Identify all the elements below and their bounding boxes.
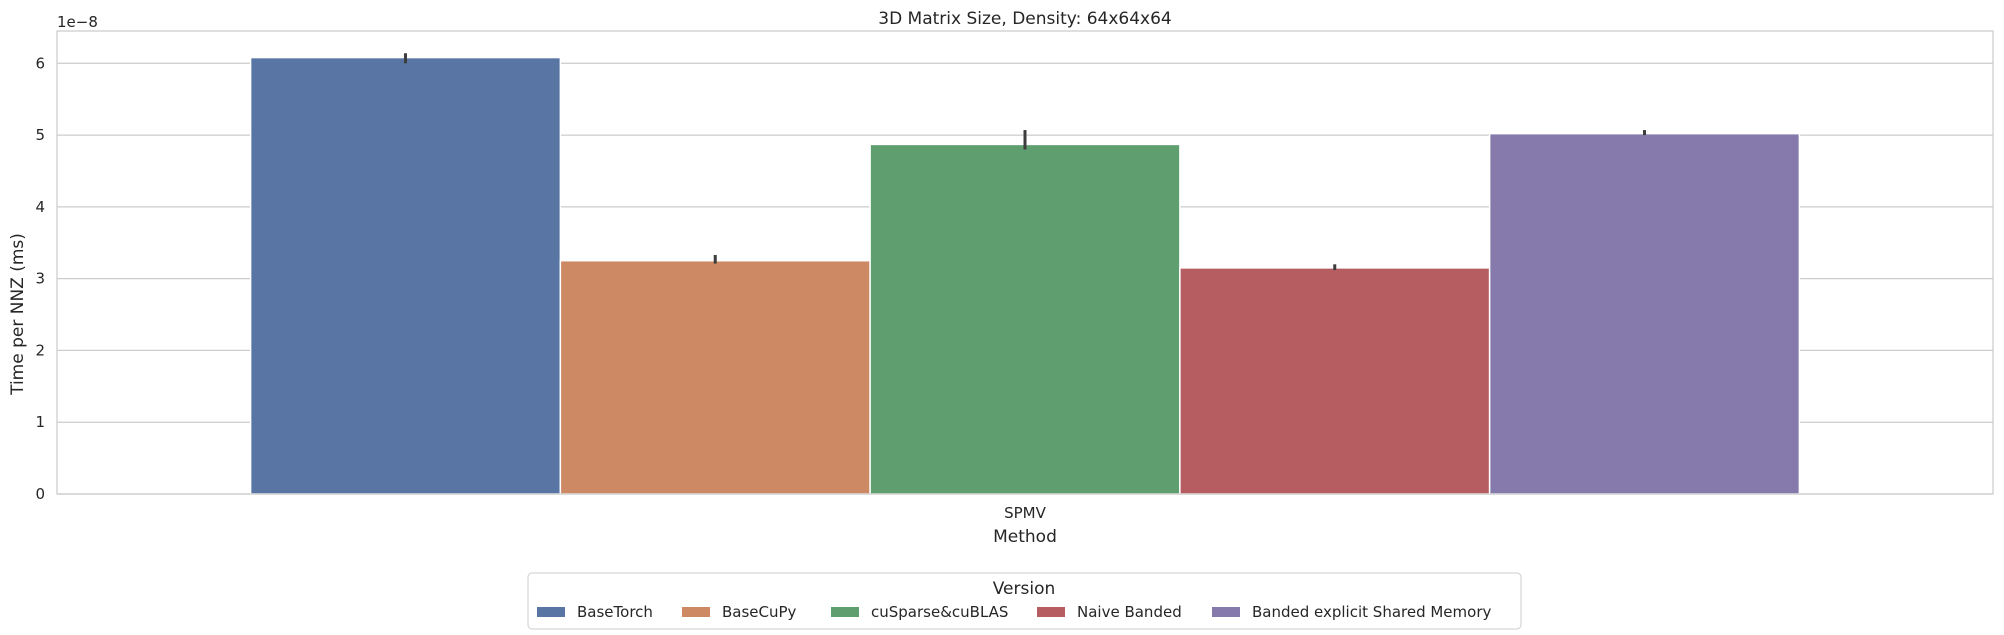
x-axis-label: Method (993, 527, 1057, 547)
x-tick-label: SPMV (1004, 504, 1047, 522)
y-axis-ticks: 0 1 2 3 4 5 6 (35, 54, 45, 503)
legend-item: Naive Banded (1037, 603, 1182, 621)
y-tick-label: 5 (35, 126, 45, 144)
y-axis-offset-label: 1e−8 (57, 13, 98, 31)
y-tick-label: 1 (35, 413, 45, 431)
x-axis-ticks: SPMV (1004, 504, 1047, 522)
legend-item: BaseTorch (537, 603, 653, 621)
bars (249, 56, 1801, 495)
bar (249, 56, 562, 495)
error-bars (403, 53, 1647, 271)
legend-swatch (1212, 607, 1240, 617)
legend-title: Version (993, 579, 1056, 599)
chart-title: 3D Matrix Size, Density: 64x64x64 (878, 9, 1171, 29)
legend-swatch (682, 607, 710, 617)
legend-label: Banded explicit Shared Memory (1252, 603, 1491, 621)
bar (559, 259, 871, 495)
y-tick-label: 3 (35, 270, 45, 288)
legend-items: BaseTorch BaseCuPy cuSparse&cuBLAS Naive Ba… (537, 603, 1491, 621)
legend-label: BaseTorch (577, 603, 653, 621)
bar (1488, 132, 1801, 495)
legend-label: BaseCuPy (722, 603, 797, 621)
legend-swatch (1037, 607, 1065, 617)
bar (1179, 267, 1491, 495)
y-axis-label: Time per NNZ (ms) (8, 233, 28, 396)
y-tick-label: 4 (35, 198, 45, 216)
plot-frame (56, 30, 1994, 495)
y-tick-label: 6 (35, 54, 45, 72)
bar (869, 143, 1181, 495)
legend-item: Banded explicit Shared Memory (1212, 603, 1491, 621)
legend-item: cuSparse&cuBLAS (831, 603, 1008, 621)
legend: Version BaseTorch BaseCuPy cuSparse&cuBLAS… (527, 572, 1522, 630)
legend-label: Naive Banded (1077, 603, 1182, 621)
legend-swatch (831, 607, 859, 617)
legend-label: cuSparse&cuBLAS (871, 603, 1008, 621)
y-tick-label: 2 (35, 341, 45, 359)
y-tick-label: 0 (35, 485, 45, 503)
legend-item: BaseCuPy (682, 603, 797, 621)
legend-box (527, 572, 1522, 630)
legend-swatch (537, 607, 565, 617)
